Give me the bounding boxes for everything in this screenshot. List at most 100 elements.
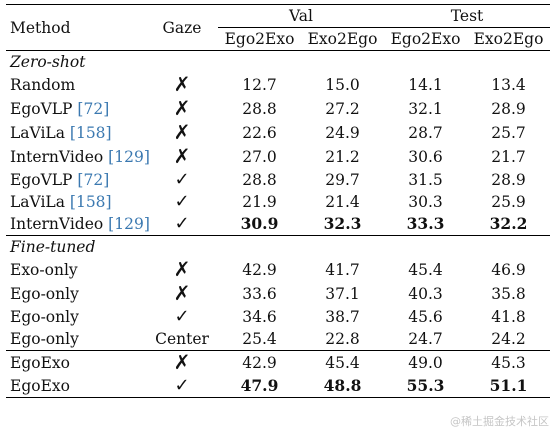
score-cell: 37.1 bbox=[325, 285, 360, 303]
score-cell: 31.5 bbox=[408, 171, 443, 189]
score-cell: 21.2 bbox=[325, 148, 360, 166]
header-test-ego2exo: Ego2Exo bbox=[390, 30, 461, 48]
citation: [72] bbox=[77, 100, 110, 118]
table-row: InternVideo [129] ✗ 27.0 21.2 30.6 21.7 bbox=[6, 145, 550, 169]
method-name: EgoExo bbox=[10, 354, 70, 372]
gaze-cell: ✗ bbox=[146, 121, 218, 145]
score-cell: 12.7 bbox=[242, 76, 277, 94]
table-row: LaViLa [158] ✗ 22.6 24.9 28.7 25.7 bbox=[6, 121, 550, 145]
score-cell: 30.6 bbox=[408, 148, 443, 166]
gaze-cell: ✓ bbox=[146, 169, 218, 191]
score-cell: 28.9 bbox=[491, 100, 526, 118]
table-row: Ego-only ✓ 34.6 38.7 45.6 41.8 bbox=[6, 306, 550, 328]
citation-number: 158 bbox=[75, 124, 106, 142]
table-row: EgoExo ✓ 47.9 48.8 55.3 51.1 bbox=[6, 375, 551, 398]
score-cell: 27.0 bbox=[242, 148, 277, 166]
score-cell: 24.7 bbox=[408, 330, 443, 348]
citation-number: 72 bbox=[83, 171, 104, 189]
cross-mark-icon: ✗ bbox=[173, 257, 191, 281]
header-val-ego2exo: Ego2Exo bbox=[224, 30, 295, 48]
gaze-cell: ✓ bbox=[146, 306, 218, 328]
check-mark-icon: ✓ bbox=[174, 169, 190, 190]
section-title: Zero-shot bbox=[10, 53, 86, 71]
score-cell: 34.6 bbox=[242, 308, 277, 326]
citation-number: 129 bbox=[114, 215, 144, 233]
method-cell: LaViLa [158] bbox=[6, 121, 146, 145]
table-row: InternVideo [129] ✓ 30.9 32.3 33.3 32.2 bbox=[6, 213, 550, 236]
method-cell: Exo-only bbox=[6, 258, 146, 282]
method-cell: EgoExo bbox=[6, 375, 146, 398]
citation-number: 129 bbox=[114, 148, 144, 166]
header-gaze: Gaze bbox=[162, 18, 202, 37]
cross-mark-icon: ✗ bbox=[173, 350, 191, 374]
score-cell: 45.4 bbox=[325, 354, 360, 372]
score-cell: 28.9 bbox=[491, 171, 526, 189]
score-cell: 45.4 bbox=[408, 261, 443, 279]
score-cell: 25.7 bbox=[491, 124, 526, 142]
gaze-cell: ✗ bbox=[146, 145, 218, 169]
table-row: EgoVLP [72] ✓ 28.8 29.7 31.5 28.9 bbox=[6, 169, 550, 191]
header-method: Method bbox=[10, 18, 71, 37]
citation: [129] bbox=[108, 148, 150, 166]
method-name: InternVideo bbox=[10, 148, 104, 166]
score-cell: 22.8 bbox=[325, 330, 360, 348]
score-cell: 13.4 bbox=[491, 76, 526, 94]
header-test-exo2ego: Exo2Ego bbox=[473, 30, 544, 48]
method-name: Ego-only bbox=[10, 330, 79, 348]
score-cell: 32.3 bbox=[323, 214, 362, 233]
citation-number: 72 bbox=[83, 100, 104, 118]
score-cell: 14.1 bbox=[408, 76, 443, 94]
score-cell: 30.9 bbox=[240, 214, 279, 233]
gaze-cell: ✗ bbox=[146, 97, 218, 121]
citation: [158] bbox=[69, 124, 112, 142]
method-name: Exo-only bbox=[10, 261, 78, 279]
method-cell: EgoExo bbox=[6, 351, 146, 376]
cross-mark-icon: ✗ bbox=[173, 144, 191, 168]
gaze-cell: ✗ bbox=[146, 351, 218, 376]
check-mark-icon: ✓ bbox=[174, 191, 190, 212]
score-cell: 42.9 bbox=[242, 354, 277, 372]
method-cell: InternVideo [129] bbox=[6, 145, 150, 169]
table-row: Ego-only Center 25.4 22.8 24.7 24.2 bbox=[6, 328, 550, 351]
score-cell: 41.8 bbox=[491, 308, 526, 326]
method-name: LaViLa bbox=[10, 124, 65, 142]
method-name: EgoVLP bbox=[10, 100, 73, 118]
score-cell: 27.2 bbox=[325, 100, 360, 118]
check-mark-icon: ✓ bbox=[174, 306, 190, 327]
citation: [158] bbox=[69, 193, 112, 211]
table-row: Random ✗ 12.7 15.0 14.1 13.4 bbox=[6, 73, 550, 97]
watermark-text: @稀土掘金技术社区 bbox=[450, 415, 549, 428]
gaze-cell: ✓ bbox=[146, 191, 218, 213]
method-name: EgoVLP bbox=[10, 171, 73, 189]
method-name: Ego-only bbox=[10, 308, 79, 326]
method-cell: Ego-only bbox=[6, 306, 146, 328]
score-cell: 32.1 bbox=[408, 100, 443, 118]
score-cell: 47.9 bbox=[240, 376, 279, 395]
gaze-cell: ✓ bbox=[146, 375, 218, 398]
score-cell: 42.9 bbox=[242, 261, 277, 279]
score-cell: 38.7 bbox=[325, 308, 360, 326]
method-name: EgoExo bbox=[10, 377, 70, 395]
cross-mark-icon: ✗ bbox=[173, 72, 191, 96]
citation-number: 158 bbox=[75, 193, 106, 211]
score-cell: 51.1 bbox=[489, 376, 528, 395]
score-cell: 49.0 bbox=[408, 354, 443, 372]
method-cell: LaViLa [158] bbox=[6, 191, 146, 213]
score-cell: 29.7 bbox=[325, 171, 360, 189]
method-cell: Ego-only bbox=[6, 282, 146, 306]
table-row: LaViLa [158] ✓ 21.9 21.4 30.3 25.9 bbox=[6, 191, 550, 213]
gaze-cell: Center bbox=[146, 328, 218, 351]
score-cell: 30.3 bbox=[408, 193, 443, 211]
score-cell: 24.9 bbox=[325, 124, 360, 142]
score-cell: 25.9 bbox=[491, 193, 526, 211]
gaze-cell: ✗ bbox=[146, 73, 218, 97]
score-cell: 28.8 bbox=[242, 171, 277, 189]
method-cell: EgoVLP [72] bbox=[6, 169, 146, 191]
results-table: Method Gaze Val Test Ego2Exo Exo2Ego Ego… bbox=[6, 4, 551, 398]
score-cell: 32.2 bbox=[489, 214, 528, 233]
score-cell: 33.3 bbox=[406, 214, 445, 233]
gaze-cell: ✗ bbox=[146, 282, 218, 306]
score-cell: 46.9 bbox=[491, 261, 526, 279]
score-cell: 15.0 bbox=[325, 76, 360, 94]
method-name: Ego-only bbox=[10, 285, 79, 303]
